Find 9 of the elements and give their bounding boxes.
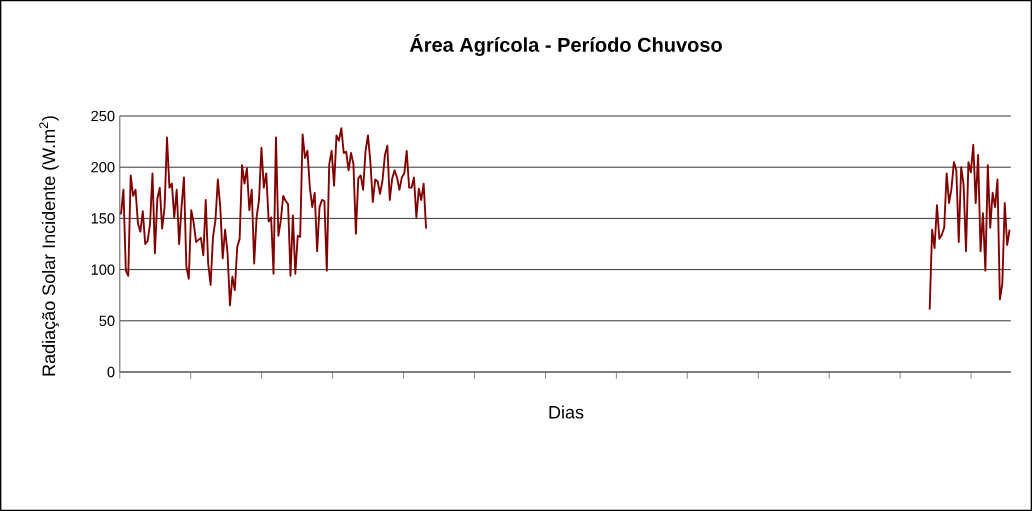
chart-title: Área Agrícola - Período Chuvoso	[409, 34, 722, 56]
y-tick-label: 150	[91, 213, 115, 224]
y-tick-label: 100	[91, 264, 115, 275]
y-tick-label: 200	[91, 162, 115, 173]
x-axis-title: Dias	[549, 405, 584, 419]
y-tick-label: 250	[91, 110, 115, 122]
y-tick-label: 0	[107, 366, 115, 378]
y-tick-label: 50	[99, 315, 115, 326]
y-axis-title: Radiação Solar Incidente (W.m$^{2}$)	[39, 116, 59, 376]
